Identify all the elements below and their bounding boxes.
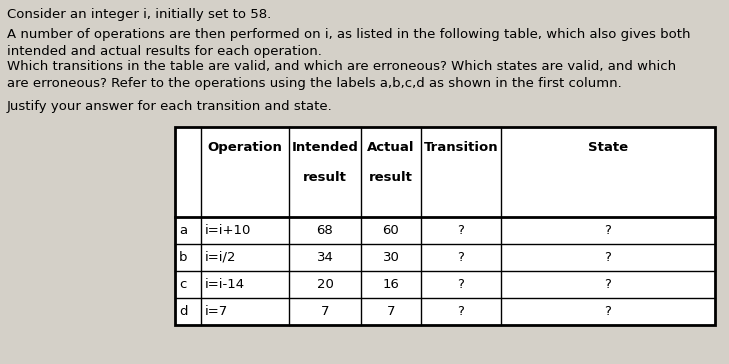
Text: 7: 7 bbox=[387, 305, 395, 318]
Text: ?: ? bbox=[604, 305, 612, 318]
Text: Consider an integer i, initially set to 58.: Consider an integer i, initially set to … bbox=[7, 8, 271, 21]
Text: ?: ? bbox=[604, 224, 612, 237]
Bar bbox=[175, 127, 715, 325]
Text: ?: ? bbox=[458, 251, 464, 264]
Text: i=i+10: i=i+10 bbox=[205, 224, 252, 237]
Text: i=7: i=7 bbox=[205, 305, 228, 318]
Text: 34: 34 bbox=[316, 251, 333, 264]
Text: 16: 16 bbox=[383, 278, 399, 291]
Text: Transition: Transition bbox=[424, 141, 499, 154]
Text: ?: ? bbox=[458, 224, 464, 237]
Text: i=i-14: i=i-14 bbox=[205, 278, 245, 291]
Text: A number of operations are then performed on i, as listed in the following table: A number of operations are then performe… bbox=[7, 28, 690, 58]
Text: i=i/2: i=i/2 bbox=[205, 251, 236, 264]
Text: Actual: Actual bbox=[367, 141, 415, 154]
Text: Which transitions in the table are valid, and which are erroneous? Which states : Which transitions in the table are valid… bbox=[7, 60, 676, 90]
Text: result: result bbox=[369, 171, 413, 184]
Bar bbox=[175, 127, 715, 325]
Text: d: d bbox=[179, 305, 187, 318]
Text: 7: 7 bbox=[321, 305, 330, 318]
Text: Justify your answer for each transition and state.: Justify your answer for each transition … bbox=[7, 100, 332, 113]
Text: c: c bbox=[179, 278, 187, 291]
Text: State: State bbox=[588, 141, 628, 154]
Text: a: a bbox=[179, 224, 187, 237]
Text: ?: ? bbox=[458, 305, 464, 318]
Text: 60: 60 bbox=[383, 224, 399, 237]
Text: ?: ? bbox=[604, 278, 612, 291]
Text: Intended: Intended bbox=[292, 141, 359, 154]
Text: 68: 68 bbox=[316, 224, 333, 237]
Text: ?: ? bbox=[458, 278, 464, 291]
Text: b: b bbox=[179, 251, 187, 264]
Text: 20: 20 bbox=[316, 278, 333, 291]
Text: Operation: Operation bbox=[208, 141, 282, 154]
Text: 30: 30 bbox=[383, 251, 399, 264]
Text: result: result bbox=[303, 171, 347, 184]
Text: ?: ? bbox=[604, 251, 612, 264]
